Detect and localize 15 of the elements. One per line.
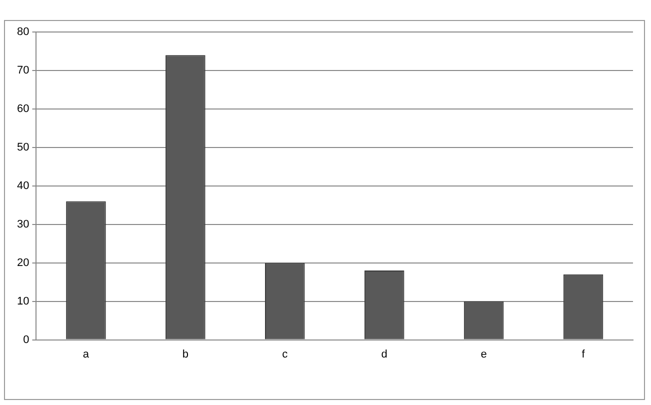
y-tick-label: 30 [16, 218, 30, 230]
y-tick-label: 70 [16, 64, 30, 77]
x-tick-label: f [582, 348, 586, 360]
x-tick-label: d [381, 348, 388, 360]
y-tick-label: 80 [16, 26, 30, 38]
y-tick-label: 10 [16, 295, 30, 308]
x-tick-label: c [282, 348, 288, 360]
x-tick-label: a [82, 348, 90, 360]
y-tick-label: 20 [16, 256, 30, 269]
x-tick-label: b [182, 348, 188, 360]
x-tick-label: e [480, 348, 487, 360]
y-tick-label: 60 [16, 102, 30, 115]
y-tick-label: 0 [23, 334, 30, 346]
y-tick-label: 40 [16, 180, 30, 192]
y-tick-label: 50 [16, 141, 30, 154]
